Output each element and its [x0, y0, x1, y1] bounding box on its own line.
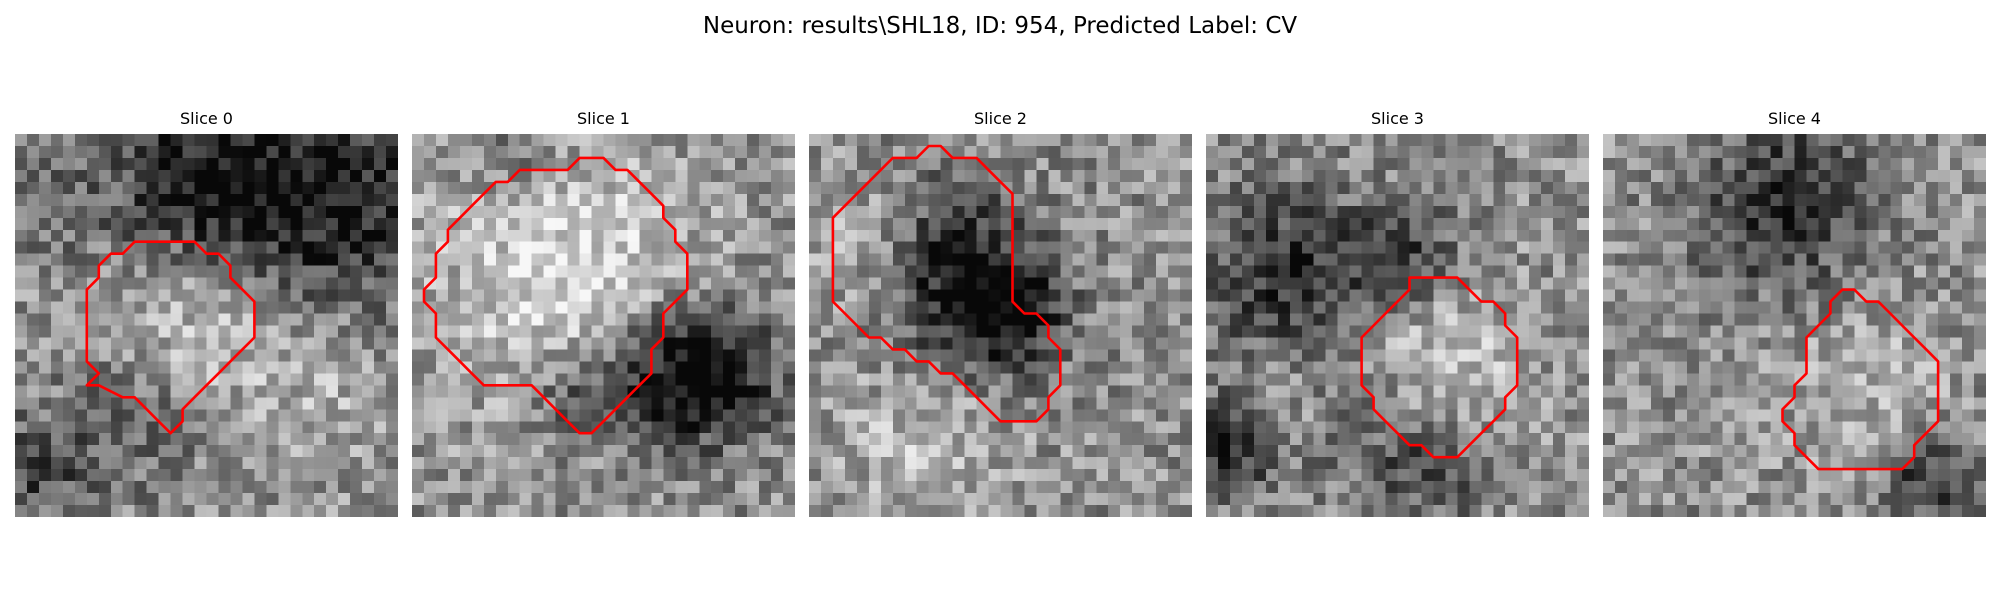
slice-title: Slice 0 — [180, 109, 233, 128]
slice-image-2 — [809, 134, 1192, 517]
slice-panel-2: Slice 2 — [809, 104, 1192, 517]
figure-title: Neuron: results\SHL18, ID: 954, Predicte… — [702, 13, 1298, 39]
slice-title: Slice 4 — [1768, 109, 1821, 128]
segmentation-contour — [1360, 276, 1519, 459]
pixel-grid — [15, 134, 398, 517]
pixel-grid — [1603, 134, 1986, 517]
slice-image-4 — [1603, 134, 1986, 517]
slice-title: Slice 2 — [974, 109, 1027, 128]
slice-image-3 — [1206, 134, 1589, 517]
segmentation-contour — [85, 240, 256, 435]
slice-image-0 — [15, 134, 398, 517]
slice-image-1 — [412, 134, 795, 517]
slice-panel-4: Slice 4 — [1603, 104, 1986, 517]
pixel-grid — [1206, 134, 1589, 517]
slice-title: Slice 3 — [1371, 109, 1424, 128]
pixel-grid — [412, 134, 795, 517]
slice-title: Slice 1 — [577, 109, 630, 128]
segmentation-contour — [422, 156, 689, 435]
slice-panel-1: Slice 1 — [412, 104, 795, 517]
slice-panel-0: Slice 0 — [15, 104, 398, 517]
pixel-grid — [809, 134, 1192, 517]
segmentation-contour — [831, 144, 1062, 423]
segmentation-contour — [1781, 288, 1940, 471]
slice-panel-3: Slice 3 — [1206, 104, 1589, 517]
